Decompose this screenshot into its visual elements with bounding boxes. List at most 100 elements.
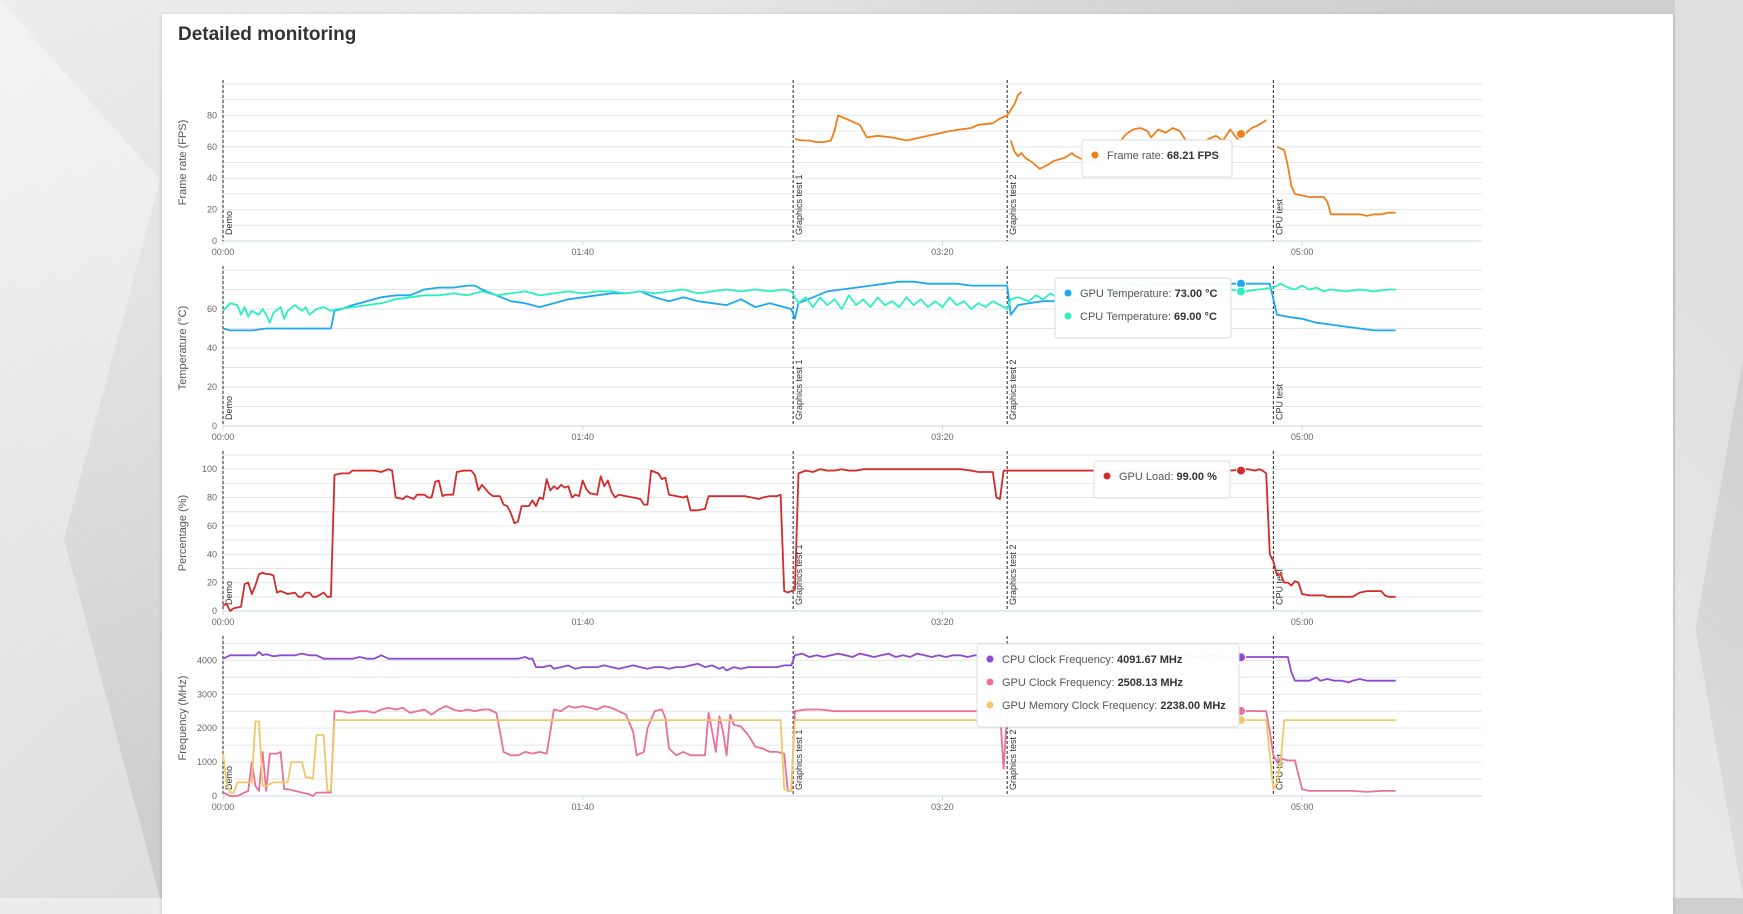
x-tick-label: 00:00 (212, 432, 235, 442)
tooltip-separator: : (1168, 288, 1174, 300)
tooltip-separator: : (1168, 311, 1174, 323)
x-tick-label: 01:40 (571, 247, 594, 257)
tooltip-value: 69.00 °C (1174, 311, 1217, 323)
tooltip-value: 2238.00 MHz (1160, 700, 1226, 712)
test-marker-label: Demo (224, 766, 234, 790)
background-facet-left (0, 0, 160, 898)
y-axis-title: Frame rate (FPS) (177, 120, 189, 206)
chart-gpu_load[interactable]: 0 20 40 60 80 100 00:00 01:40 03:20 05:00 Percenta… (162, 443, 1662, 639)
y-tick-label: 20 (207, 382, 217, 392)
y-tick-label: 0 (212, 421, 217, 431)
test-marker-label: Graphics test 1 (794, 729, 804, 790)
hover-point (1235, 465, 1246, 476)
test-marker-label: Demo (224, 396, 234, 420)
x-tick-label: 00:00 (212, 247, 235, 257)
x-tick-label: 05:00 (1291, 247, 1314, 257)
y-tick-label: 40 (207, 343, 217, 353)
x-tick-label: 03:20 (931, 432, 954, 442)
x-tick-label: 00:00 (212, 617, 235, 627)
hover-point (1235, 128, 1246, 139)
y-tick-label: 3000 (197, 689, 217, 699)
tooltip-value: 99.00 % (1177, 471, 1218, 483)
test-marker-label: Graphics test 2 (1008, 544, 1018, 605)
y-tick-label: 0 (212, 236, 217, 246)
y-axis-title: Percentage (%) (177, 495, 189, 571)
hover-point (1235, 286, 1246, 297)
chart-tooltip: Frame rate: 68.21 FPS (1081, 139, 1233, 178)
tooltip-row: GPU Memory Clock Frequency: 2238.00 MHz (1002, 700, 1226, 712)
chart-tooltip: CPU Clock Frequency: 4091.67 MHz GPU Cloc… (976, 643, 1240, 728)
tooltip-label: GPU Temperature (1080, 288, 1168, 300)
y-tick-label: 100 (202, 464, 217, 474)
tooltip-row: Frame rate: 68.21 FPS (1107, 150, 1219, 162)
tooltip-legend-dot (1103, 472, 1111, 480)
test-marker-label: Graphics test 2 (1008, 174, 1018, 235)
y-tick-label: 60 (207, 142, 217, 152)
tooltip-legend-dot (986, 678, 994, 686)
x-tick-label: 03:20 (931, 802, 954, 812)
tooltip-value: 4091.67 MHz (1117, 654, 1183, 666)
x-tick-label: 00:00 (212, 802, 235, 812)
tooltip-row: CPU Temperature: 69.00 °C (1080, 311, 1217, 323)
y-tick-label: 0 (212, 791, 217, 801)
series-line-fps[interactable] (1276, 145, 1396, 217)
test-marker-label: Demo (224, 211, 234, 235)
test-marker-label: Graphics test 1 (794, 544, 804, 605)
tooltip-box (1081, 139, 1233, 178)
y-tick-label: 4000 (197, 655, 217, 665)
y-tick-label: 40 (207, 549, 217, 559)
series-line-gpu-mem-clock[interactable] (222, 719, 1396, 794)
x-tick-label: 01:40 (571, 432, 594, 442)
panel-title: Detailed monitoring (178, 24, 357, 45)
tooltip-box (1054, 277, 1232, 339)
tooltip-value: 2508.13 MHz (1118, 677, 1184, 689)
tooltip-separator: : (1170, 471, 1176, 483)
chart-tooltip: GPU Load: 99.00 % (1093, 460, 1231, 499)
tooltip-value: 68.21 FPS (1167, 150, 1219, 162)
x-tick-label: 01:40 (571, 617, 594, 627)
tooltip-legend-dot (986, 655, 994, 663)
y-axis-title: Temperature (°C) (177, 306, 189, 390)
x-tick-label: 03:20 (931, 247, 954, 257)
tooltip-legend-dot (1091, 151, 1099, 159)
y-tick-label: 80 (207, 110, 217, 120)
tooltip-label: CPU Temperature (1080, 311, 1168, 323)
tooltip-legend-dot (1064, 312, 1072, 320)
chart-temperature[interactable]: 0 20 40 60 00:00 01:40 03:20 05:00 Temperature (… (162, 258, 1662, 454)
y-tick-label: 20 (207, 578, 217, 588)
test-marker-label: CPU test (1274, 568, 1284, 605)
series-line-fps[interactable] (794, 91, 1023, 143)
y-tick-label: 2000 (197, 723, 217, 733)
tooltip-separator: : (1161, 150, 1167, 162)
tooltip-legend-dot (986, 701, 994, 709)
y-tick-label: 40 (207, 173, 217, 183)
test-marker-label: Demo (224, 581, 234, 605)
test-marker-label: Graphics test 1 (794, 359, 804, 420)
test-marker-label: Graphics test 2 (1008, 729, 1018, 790)
y-tick-label: 60 (207, 521, 217, 531)
tooltip-legend-dot (1064, 289, 1072, 297)
chart-tooltip: GPU Temperature: 73.00 °C CPU Temperature… (1054, 277, 1232, 339)
series-line-fps[interactable] (1009, 119, 1267, 170)
y-tick-label: 20 (207, 205, 217, 215)
tooltip-row: GPU Temperature: 73.00 °C (1080, 288, 1218, 300)
test-marker-label: CPU test (1274, 198, 1284, 235)
chart-fps[interactable]: 0 20 40 60 80 00:00 01:40 03:20 05:00 Frame rate … (162, 72, 1662, 268)
tooltip-label: Frame rate (1107, 150, 1161, 162)
background-facet-right (1675, 0, 1743, 898)
tooltip-label: CPU Clock Frequency (1002, 654, 1111, 666)
test-marker-label: CPU test (1274, 383, 1284, 420)
y-tick-label: 0 (212, 606, 217, 616)
x-tick-label: 05:00 (1291, 802, 1314, 812)
tooltip-box (1093, 460, 1231, 499)
tooltip-row: GPU Clock Frequency: 2508.13 MHz (1002, 677, 1183, 689)
x-tick-label: 05:00 (1291, 432, 1314, 442)
tooltip-label: GPU Clock Frequency (1002, 677, 1112, 689)
chart-frequency[interactable]: 0 1000 2000 3000 4000 00:00 01:40 03:20 05:00 Fre… (162, 628, 1662, 824)
tooltip-box (976, 643, 1240, 728)
test-marker-label: Graphics test 2 (1008, 359, 1018, 420)
y-tick-label: 1000 (197, 757, 217, 767)
tooltip-label: GPU Load (1119, 471, 1170, 483)
tooltip-row: CPU Clock Frequency: 4091.67 MHz (1002, 654, 1183, 666)
x-tick-label: 03:20 (931, 617, 954, 627)
